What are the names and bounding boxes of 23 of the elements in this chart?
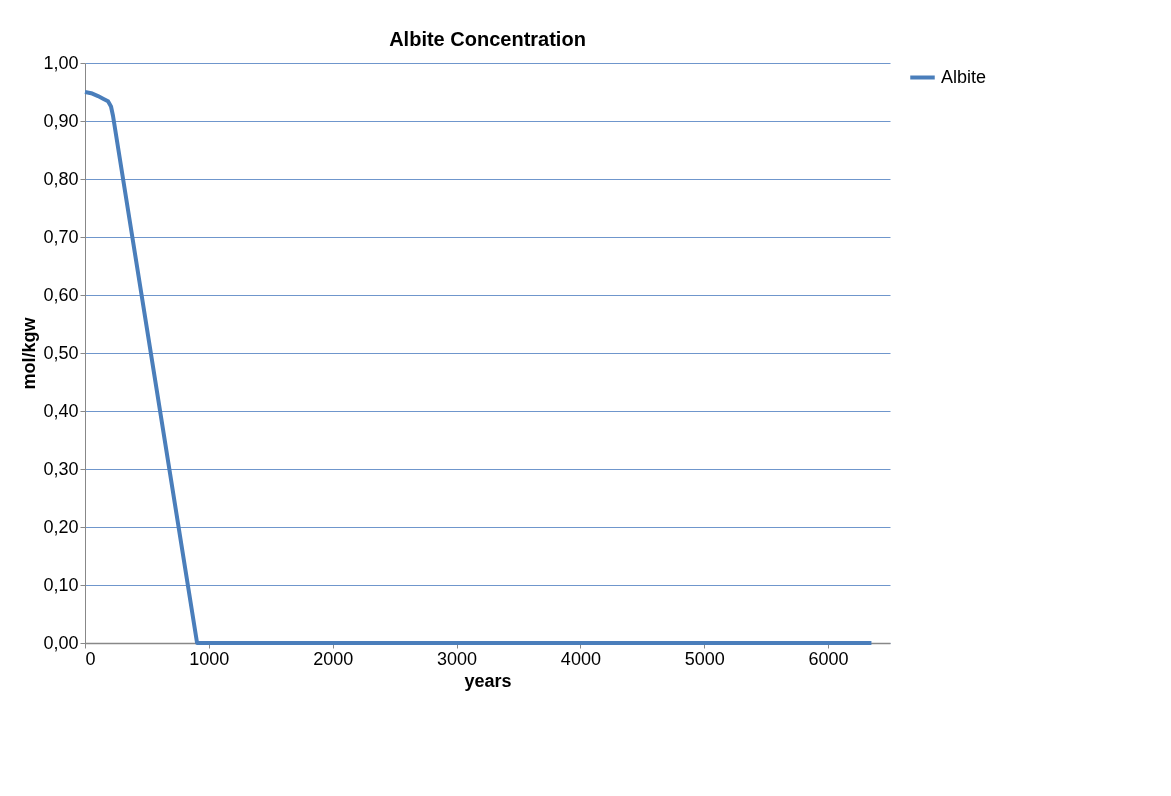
y-axis-title: mol/kgw xyxy=(19,316,40,390)
x-tick-label: 2000 xyxy=(313,648,354,669)
x-tick-label: 3000 xyxy=(437,648,478,669)
y-tick-label: 0,20 xyxy=(43,516,79,537)
chart-title: Albite Concentration xyxy=(389,28,586,50)
y-tick-label: 0,90 xyxy=(43,110,79,131)
y-tick-label: 0,50 xyxy=(43,342,79,363)
y-tick-label: 0,60 xyxy=(43,284,79,305)
legend-label: Albite xyxy=(941,66,987,87)
y-tick-label: 0,10 xyxy=(43,574,79,595)
y-tick-label: 0,30 xyxy=(43,458,79,479)
y-tick-label: 0,70 xyxy=(43,226,79,247)
x-tick-label: 4000 xyxy=(560,648,601,669)
x-tick-label: 1000 xyxy=(189,648,230,669)
y-tick-label: 0,00 xyxy=(43,632,79,653)
x-tick-label: 5000 xyxy=(684,648,725,669)
x-tick-label: 0 xyxy=(85,648,96,669)
line-series xyxy=(83,90,874,645)
y-tick-label: 0,80 xyxy=(43,168,79,189)
x-axis-title: years xyxy=(464,670,512,691)
y-tick-label: 1,00 xyxy=(43,52,79,73)
x-tick-label: 6000 xyxy=(808,648,849,669)
y-tick-label: 0,40 xyxy=(43,400,79,421)
